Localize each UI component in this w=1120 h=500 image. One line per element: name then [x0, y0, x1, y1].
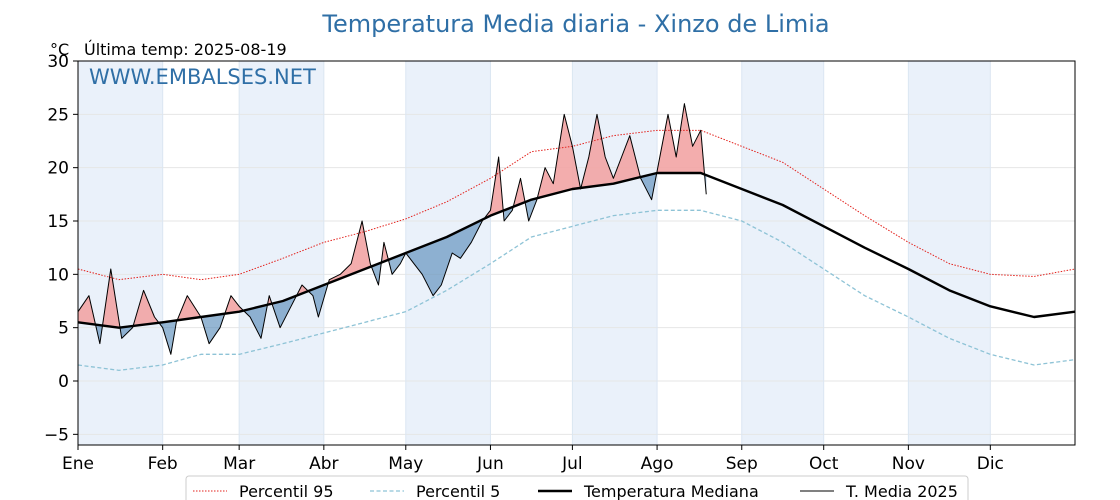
above-median-fill: [78, 295, 96, 326]
y-unit-label: °C: [50, 40, 69, 59]
above-median-fill: [329, 221, 372, 283]
above-median-fill: [133, 290, 160, 326]
series-line-temperatura-mediana: [77, 171, 1076, 329]
watermark: WWW.EMBALSES.NET: [89, 65, 316, 89]
x-tick-label-sep: Sep: [726, 454, 758, 474]
above-median-fill: [513, 178, 526, 207]
above-median-fill: [657, 103, 705, 179]
x-axis: Ene Feb Mar Abr May Jun Jul Ago Sep Oct Nov Dic: [62, 445, 1004, 474]
legend-label-0: Percentil 95: [239, 482, 334, 500]
x-tick-label-ago: Ago: [641, 454, 674, 474]
below-median-fill: [202, 311, 226, 344]
x-tick-label-ene: Ene: [62, 454, 94, 474]
last-temp-label: Última temp: 2025-08-19: [84, 40, 287, 59]
above-median-fill: [225, 295, 245, 314]
above-median-fill: [484, 157, 505, 221]
series-lines: [77, 103, 1076, 371]
below-median-fill: [407, 217, 485, 296]
x-tick-label-nov: Nov: [892, 454, 925, 474]
y-tick-label: 20: [47, 159, 69, 179]
x-tick-label-abr: Abr: [309, 454, 338, 474]
month-band-sep: [741, 61, 824, 445]
legend-label-3: T. Media 2025: [845, 482, 958, 500]
below-median-fill: [244, 302, 268, 339]
below-median-fill: [95, 324, 103, 344]
series-line-t-media-2025: [77, 103, 707, 355]
y-tick-label: 30: [47, 52, 69, 72]
x-tick-label-mar: Mar: [223, 454, 255, 474]
month-band-nov: [908, 61, 991, 445]
above-median-fill: [581, 114, 641, 188]
x-tick-label-jun: Jun: [476, 454, 504, 474]
legend-label-2: Temperatura Mediana: [583, 482, 759, 500]
x-tick-label-dic: Dic: [977, 454, 1004, 474]
y-tick-label: −5: [44, 425, 69, 445]
below-median-fill: [159, 319, 178, 355]
above-median-fill: [267, 295, 274, 308]
above-median-fill: [177, 295, 203, 322]
x-tick-label-feb: Feb: [148, 454, 178, 474]
series-line-percentil-5: [77, 209, 1076, 371]
y-tick-label: 25: [47, 105, 69, 125]
above-median-fill: [296, 285, 309, 296]
month-band-ene: [78, 61, 163, 445]
below-median-fill: [371, 253, 383, 285]
x-tick-label-may: May: [388, 454, 423, 474]
y-axis: −5 0 5 10 15 20 25 30: [44, 52, 78, 445]
y-tick-label: 10: [47, 265, 69, 285]
below-median-fill: [273, 295, 297, 328]
x-tick-label-oct: Oct: [809, 454, 839, 474]
legend-box: [185, 475, 969, 500]
y-tick-label: 15: [47, 212, 69, 232]
chart-title: Temperatura Media diaria - Xinzo de Limi…: [321, 10, 829, 38]
above-median-fill: [538, 114, 581, 198]
legend: Percentil 95 Percentil 5 Temperatura Media…: [185, 475, 969, 500]
plot-frame: [77, 60, 1076, 446]
month-band-jul: [572, 61, 658, 445]
above-median-fill: [102, 269, 121, 330]
y-tick-label: 5: [58, 319, 69, 339]
y-tick-label: 0: [58, 372, 69, 392]
below-median-fill: [504, 205, 514, 221]
month-bands: [78, 61, 991, 445]
legend-label-1: Percentil 5: [416, 482, 500, 500]
month-band-mar: [239, 61, 324, 445]
x-tick-label-jul: Jul: [561, 454, 583, 474]
